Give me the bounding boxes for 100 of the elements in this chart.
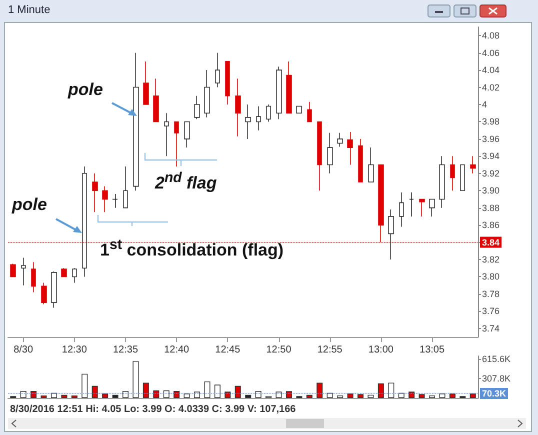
- y-tick-label: 3.96: [482, 134, 500, 144]
- candlestick: [460, 164, 465, 192]
- x-tick-label: 8/30: [14, 344, 34, 356]
- candlestick: [235, 78, 241, 137]
- y-tick-label: 615.6K: [482, 354, 511, 364]
- candlestick: [82, 166, 87, 278]
- candlestick: [358, 138, 363, 182]
- y-tick-label: 307.8K: [482, 373, 511, 384]
- bar: [347, 394, 354, 398]
- candlestick: [317, 121, 322, 192]
- bar: [142, 382, 149, 398]
- y-tick-label: 3.88: [482, 202, 500, 213]
- ref-line-label: 3.84: [482, 237, 500, 248]
- candlestick: [245, 104, 251, 140]
- y-tick-label: 3.74: [482, 323, 500, 334]
- y-tick-label: 3.82: [482, 254, 500, 264]
- bar: [163, 390, 170, 398]
- bar: [234, 386, 241, 398]
- bar: [224, 392, 231, 398]
- bar: [82, 374, 88, 398]
- bar: [245, 394, 252, 398]
- bar: [306, 394, 312, 398]
- bar: [102, 394, 108, 398]
- annotation: 2$^{nd}$ flag: [155, 170, 217, 194]
- candlestick: [215, 52, 220, 88]
- candlestick: [174, 121, 179, 167]
- candlestick: [153, 78, 159, 122]
- bar: [214, 384, 220, 398]
- candlestick: [368, 147, 374, 182]
- bar: [132, 361, 139, 398]
- bar: [30, 391, 37, 398]
- x-tick-label: 12:45: [215, 344, 241, 356]
- candlestick: [51, 271, 57, 308]
- candlestick: [337, 132, 343, 148]
- candlestick: [276, 66, 282, 120]
- x-tick-label: 12:35: [112, 344, 138, 356]
- bar: [408, 392, 415, 398]
- candlestick: [123, 166, 128, 208]
- chart-title: 1 Minute: [8, 4, 50, 16]
- candlestick: [296, 106, 302, 114]
- annotation: pole: [68, 80, 103, 100]
- x-tick-label: 12:40: [164, 344, 190, 356]
- bar: [378, 383, 384, 398]
- bar: [316, 382, 323, 398]
- bar: [449, 394, 456, 398]
- y-tick-label: 3.86: [482, 220, 500, 230]
- bar: [276, 392, 282, 398]
- candlestick: [133, 52, 139, 192]
- bar: [61, 394, 68, 398]
- candlestick: [143, 61, 149, 105]
- candlestick: [21, 257, 26, 286]
- y-tick-label: 4.04: [482, 65, 500, 76]
- annotation: 1$^{st}$ consolidation (flag): [100, 237, 284, 261]
- y-tick-label: 4: [482, 100, 488, 110]
- y-tick-label: 3.98: [482, 116, 500, 127]
- annotation: pole: [12, 195, 47, 215]
- y-tick-label: 4.08: [482, 30, 500, 41]
- bar: [439, 394, 446, 398]
- candlestick: [112, 194, 118, 208]
- candlestick: [194, 95, 200, 120]
- candlestick: [184, 121, 190, 148]
- bar: [358, 394, 364, 398]
- ref-line-label: 70.3K: [482, 388, 507, 399]
- candlestick: [256, 106, 261, 131]
- bar: [470, 394, 476, 398]
- bar: [194, 392, 200, 398]
- bar: [112, 394, 118, 398]
- candlestick: [266, 104, 271, 122]
- y-tick-label: 3.90: [482, 186, 500, 196]
- bar: [418, 394, 425, 398]
- y-tick-label: 3.94: [482, 151, 500, 162]
- candlestick: [307, 102, 312, 122]
- candlestick: [286, 61, 292, 114]
- bar: [255, 391, 262, 398]
- bar: [286, 391, 292, 398]
- candlestick: [72, 268, 77, 284]
- candlestick: [61, 268, 67, 278]
- candlestick: [204, 70, 210, 118]
- bar: [174, 391, 180, 398]
- candlestick: [92, 172, 98, 213]
- bar: [153, 390, 160, 398]
- x-tick-label: 12:55: [317, 344, 343, 356]
- candlestick: [41, 282, 47, 305]
- candlestick: [31, 262, 36, 293]
- candlestick: [419, 198, 425, 217]
- candlestick: [225, 61, 230, 105]
- candlestick: [439, 156, 445, 208]
- y-tick-label: 3.78: [482, 288, 500, 299]
- y-tick-label: 3.76: [482, 306, 500, 316]
- bar: [204, 381, 210, 398]
- candlestick: [399, 192, 404, 228]
- bar: [388, 382, 394, 398]
- candlestick: [450, 156, 455, 192]
- text: 8/30/2016 12:51 Hi: 4.05 Lo: 3.99 O: 4.0339 C: 3.99 V: 107,166: [10, 404, 296, 415]
- bar: [184, 394, 190, 398]
- x-tick-label: 13:00: [368, 344, 394, 356]
- candlestick: [327, 132, 333, 174]
- y-tick-label: 3.80: [482, 272, 500, 282]
- x-tick-label: 12:50: [266, 344, 292, 356]
- bar: [122, 391, 128, 398]
